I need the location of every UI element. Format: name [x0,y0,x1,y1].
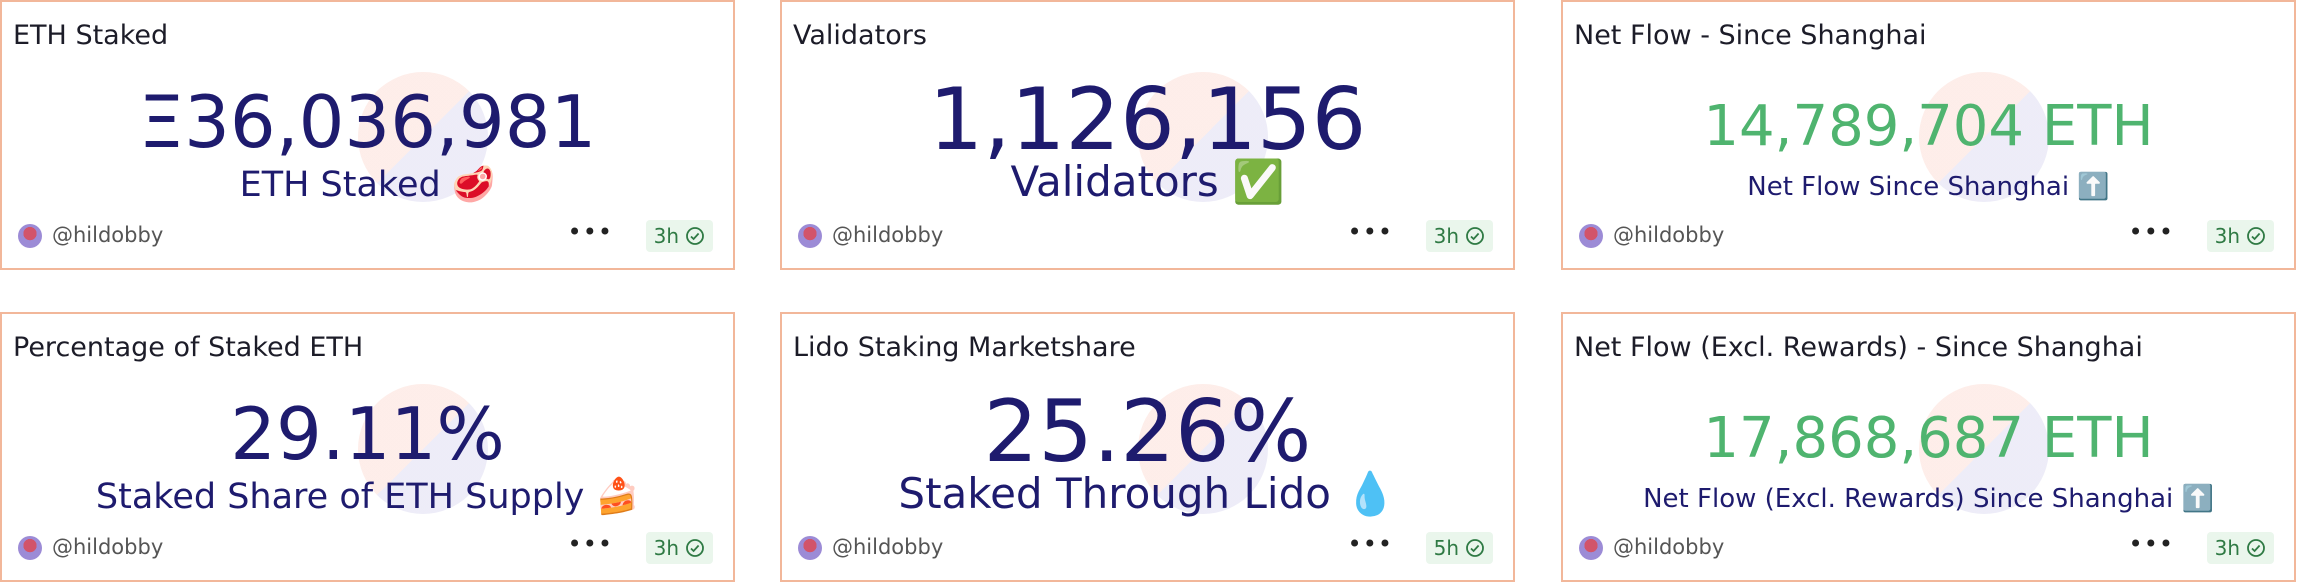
check-icon [686,539,704,557]
card-decoration [1137,72,1268,202]
card-title: Validators [793,20,927,51]
card-decoration [357,384,488,514]
card-footer: @hildobby ••• 3h [798,218,1493,252]
card-footer: @hildobby ••• 3h [18,218,713,252]
card-title: Net Flow - Since Shanghai [1574,20,1927,51]
refresh-badge: 3h [2206,532,2274,564]
author-avatar[interactable] [798,536,822,560]
check-icon [2247,227,2265,245]
card-footer: @hildobby ••• 3h [18,530,713,564]
card-title: ETH Staked [13,20,169,51]
widget-card[interactable]: Percentage of Staked ETH 29.11% Staked Sha… [0,312,735,582]
card-subtitle: Staked Share of ETH Supply 🍰 [95,477,640,517]
widget-card[interactable]: ETH Staked Ξ36,036,981 ETH Staked 🥩 @hildob… [0,0,735,270]
more-menu[interactable]: ••• [2128,530,2174,558]
widget-card[interactable]: Lido Staking Marketshare 25.26% Staked Thr… [780,312,1515,582]
refresh-age: 3h [2214,224,2240,248]
more-menu[interactable]: ••• [1347,530,1393,558]
card-subtitle: Validators ✅ [1010,157,1285,206]
card-value: 29.11% [230,392,505,476]
refresh-badge: 5h [1425,532,1493,564]
card-value: 1,126,156 [928,70,1367,170]
author-avatar[interactable] [18,224,42,248]
card-subtitle: ETH Staked 🥩 [239,165,496,205]
refresh-badge: 3h [645,220,713,252]
author-avatar[interactable] [1579,536,1603,560]
card-decoration [1137,384,1268,514]
refresh-age: 5h [1433,536,1459,560]
refresh-age: 3h [1433,224,1459,248]
author-avatar[interactable] [18,536,42,560]
refresh-badge: 3h [2206,220,2274,252]
check-icon [1466,539,1484,557]
author-name[interactable]: @hildobby [52,223,164,247]
card-title: Net Flow (Excl. Rewards) - Since Shangha… [1574,332,2143,363]
author-name[interactable]: @hildobby [832,535,944,559]
card-value: 14,789,704 ETH [1703,94,2154,159]
author-name[interactable]: @hildobby [52,535,164,559]
refresh-age: 3h [653,224,679,248]
more-menu[interactable]: ••• [567,530,613,558]
refresh-age: 3h [653,536,679,560]
more-menu[interactable]: ••• [567,218,613,246]
card-footer: @hildobby ••• 5h [798,530,1493,564]
author-name[interactable]: @hildobby [1613,223,1725,247]
author-name[interactable]: @hildobby [1613,535,1725,559]
widget-card[interactable]: Net Flow - Since Shanghai 14,789,704 ETH N… [1561,0,2296,270]
refresh-badge: 3h [645,532,713,564]
card-title: Lido Staking Marketshare [793,332,1136,363]
card-value: 25.26% [983,382,1312,482]
card-subtitle: Net Flow (Excl. Rewards) Since Shanghai … [1643,484,2214,514]
check-icon [1466,227,1484,245]
check-icon [2247,539,2265,557]
refresh-age: 3h [2214,536,2240,560]
refresh-badge: 3h [1425,220,1493,252]
widget-card[interactable]: Net Flow (Excl. Rewards) - Since Shangha… [1561,312,2296,582]
card-subtitle: Net Flow Since Shanghai ⬆️ [1747,172,2110,202]
card-value: 17,868,687 ETH [1703,406,2154,471]
more-menu[interactable]: ••• [2128,218,2174,246]
card-value: Ξ36,036,981 [138,80,597,164]
more-menu[interactable]: ••• [1347,218,1393,246]
author-avatar[interactable] [1579,224,1603,248]
card-title: Percentage of Staked ETH [13,332,364,363]
author-name[interactable]: @hildobby [832,223,944,247]
author-avatar[interactable] [798,224,822,248]
card-footer: @hildobby ••• 3h [1579,218,2274,252]
widget-card[interactable]: Validators 1,126,156 Validators ✅ @hildobby… [780,0,1515,270]
card-footer: @hildobby ••• 3h [1579,530,2274,564]
card-subtitle: Staked Through Lido 💧 [898,469,1397,518]
check-icon [686,227,704,245]
card-decoration [357,72,488,202]
card-decoration [1918,72,2049,202]
card-decoration [1918,384,2049,514]
